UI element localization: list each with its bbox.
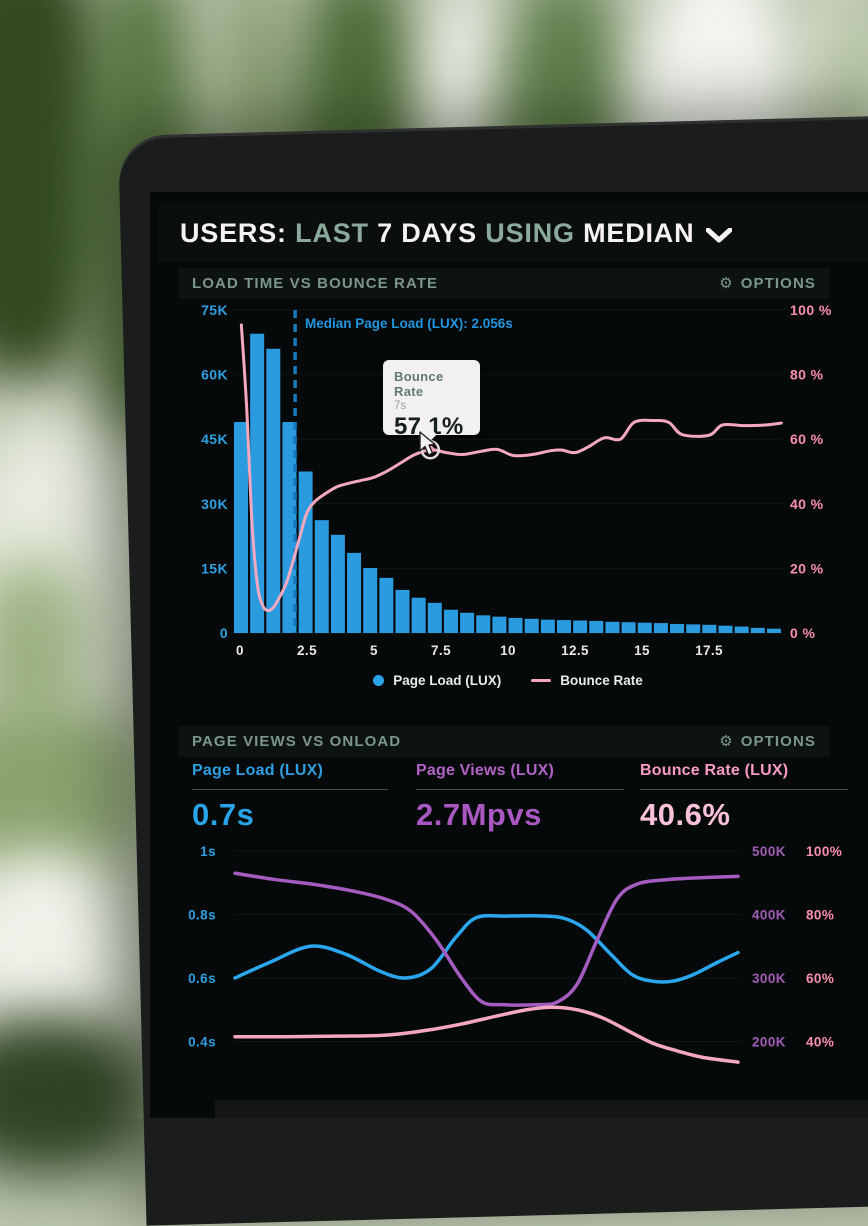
svg-text:100%: 100%	[806, 844, 842, 859]
svg-text:100 %: 100 %	[790, 302, 832, 318]
svg-text:5: 5	[370, 643, 378, 658]
stat-label: Page Views (LUX)	[416, 762, 555, 779]
panel-title: LOAD TIME VS BOUNCE RATE	[192, 275, 439, 292]
svg-text:60 %: 60 %	[790, 431, 824, 447]
tooltip-x-value: 7s	[394, 400, 407, 412]
svg-text:1s: 1s	[200, 844, 216, 859]
screen-bottom-edge	[215, 1100, 868, 1118]
stat-divider	[192, 789, 388, 790]
series-line-seconds	[233, 913, 740, 984]
svg-text:0: 0	[236, 643, 244, 658]
tooltip-series: Bounce Rate	[394, 369, 444, 399]
panel-page-views-header: PAGE VIEWS VS ONLOAD ⚙ OPTIONS	[178, 726, 830, 757]
svg-text:0.4s: 0.4s	[188, 1035, 216, 1050]
options-button[interactable]: ⚙ OPTIONS	[719, 275, 816, 292]
page-title: USERS: LAST 7 DAYS USING MEDIAN	[180, 217, 695, 248]
panel-load-time-header: LOAD TIME VS BOUNCE RATE ⚙ OPTIONS	[178, 268, 830, 299]
svg-text:45K: 45K	[201, 431, 228, 447]
stat-value: 2.7Mpvs	[416, 797, 542, 832]
chart-load-time-vs-bounce: 75K 100 % 60K 80 % 45K 60 % 30K 40 % 15K 20 % 0 0 %…	[201, 302, 832, 658]
series-line-percent	[233, 1005, 740, 1064]
legend-line-icon	[531, 678, 552, 682]
svg-text:80 %: 80 %	[790, 367, 824, 383]
dashboard: USERS: LAST 7 DAYS USING MEDIAN LOAD TIM…	[0, 0, 868, 1118]
legend-page-load[interactable]: Page Load (LUX)	[373, 673, 501, 688]
stat-bounce-rate: Bounce Rate (LUX) 40.6%	[626, 762, 850, 833]
svg-text:500K: 500K	[752, 844, 786, 859]
stats-row: Page Load (LUX) 0.7s Page Views (LUX) 2.…	[178, 762, 850, 833]
svg-text:0.6s: 0.6s	[188, 971, 216, 986]
svg-text:12.5: 12.5	[561, 643, 589, 658]
svg-text:30K: 30K	[201, 496, 228, 512]
stat-divider	[416, 789, 624, 790]
svg-text:0: 0	[220, 625, 228, 641]
svg-text:80%: 80%	[806, 908, 834, 923]
stat-value: 0.7s	[192, 797, 255, 832]
dashboard-title-dropdown[interactable]: USERS: LAST 7 DAYS USING MEDIAN	[158, 204, 868, 262]
svg-text:40 %: 40 %	[790, 496, 824, 512]
options-button[interactable]: ⚙ OPTIONS	[719, 733, 816, 750]
chart1-legend: Page Load (LUX) Bounce Rate	[233, 668, 783, 692]
svg-text:400K: 400K	[752, 908, 786, 923]
svg-text:0 %: 0 %	[790, 625, 815, 641]
svg-text:40%: 40%	[806, 1035, 834, 1050]
legend-bounce-rate[interactable]: Bounce Rate	[531, 673, 643, 688]
svg-text:2.5: 2.5	[297, 643, 317, 658]
stat-divider	[640, 789, 848, 790]
series-line-views_k	[233, 871, 740, 1007]
legend-dot-icon	[373, 674, 385, 686]
photo-scene: { "title": { "segments": [ {"text": "USE…	[0, 0, 868, 1118]
svg-text:60%: 60%	[806, 971, 834, 986]
stat-page-load: Page Load (LUX) 0.7s	[178, 762, 402, 833]
stat-label: Page Load (LUX)	[192, 762, 324, 779]
svg-text:20 %: 20 %	[790, 560, 824, 576]
median-annotation: Median Page Load (LUX): 2.056s	[305, 316, 513, 331]
svg-text:15K: 15K	[201, 560, 228, 576]
gear-icon: ⚙	[719, 275, 734, 292]
svg-text:200K: 200K	[752, 1035, 786, 1050]
mouse-cursor-icon	[419, 431, 436, 456]
svg-text:17.5: 17.5	[695, 643, 723, 658]
stat-value: 40.6%	[640, 797, 731, 832]
panel-title: PAGE VIEWS VS ONLOAD	[192, 733, 402, 750]
stat-page-views: Page Views (LUX) 2.7Mpvs	[402, 762, 626, 833]
charts-canvas[interactable]: 75K 100 % 60K 80 % 45K 60 % 30K 40 % 15K 20 % 0 0 %…	[0, 0, 868, 1118]
gear-icon: ⚙	[719, 733, 734, 750]
svg-text:15: 15	[634, 643, 650, 658]
chart1-bars	[234, 333, 781, 633]
chevron-down-icon[interactable]	[706, 227, 733, 243]
green-streak	[0, 700, 140, 880]
svg-text:300K: 300K	[752, 971, 786, 986]
svg-text:0.8s: 0.8s	[188, 908, 216, 923]
svg-text:75K: 75K	[201, 302, 228, 318]
stat-label: Bounce Rate (LUX)	[640, 762, 789, 779]
tooltip: Bounce Rate 7s 57.1%	[383, 360, 480, 440]
chart-page-views-vs-onload: 1s 500K 100% 0.8s 400K 80% 0.6s 300K 60% 0.4s 200K…	[188, 844, 842, 1064]
svg-text:10: 10	[500, 643, 516, 658]
svg-text:7.5: 7.5	[431, 643, 451, 658]
svg-text:60K: 60K	[201, 367, 228, 383]
